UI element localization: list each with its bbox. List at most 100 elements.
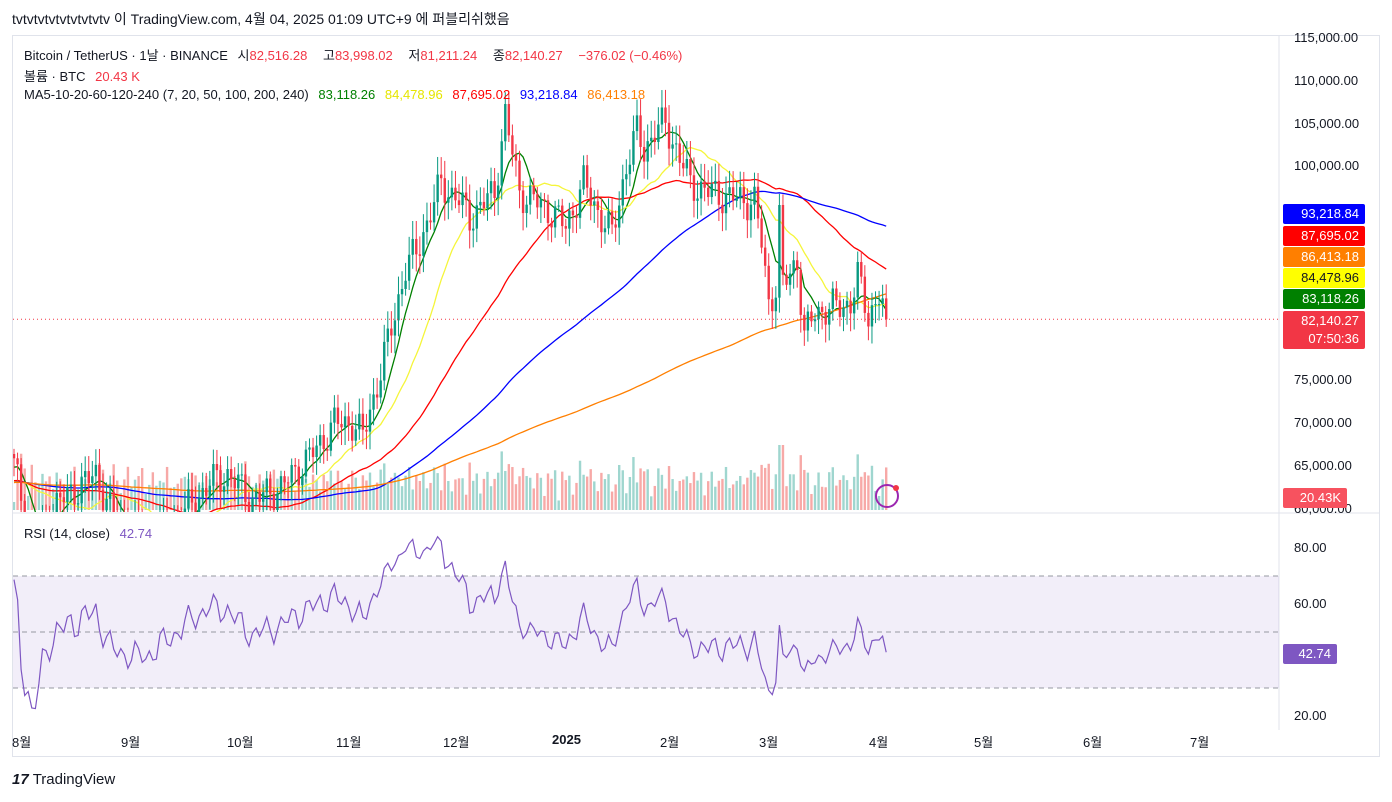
candle-body	[671, 144, 674, 149]
volume-bar	[27, 495, 30, 510]
candle	[222, 473, 226, 505]
candle	[486, 179, 489, 221]
volume-bar	[546, 473, 550, 510]
ma-line-7	[13, 131, 887, 512]
candle	[84, 456, 87, 493]
candle-body	[820, 306, 824, 312]
candle	[521, 181, 525, 231]
candle	[860, 250, 863, 284]
candle-body	[885, 298, 888, 320]
candle-body	[272, 493, 276, 511]
candle	[799, 261, 802, 333]
candle-body	[742, 187, 745, 204]
change-value: −376.02 (−0.46%)	[578, 48, 683, 63]
candle-body	[80, 477, 83, 504]
candle-body	[496, 185, 500, 199]
candle-body	[564, 226, 567, 229]
candle	[589, 176, 592, 221]
candle	[272, 487, 276, 512]
candle	[390, 311, 393, 353]
candle	[343, 402, 347, 446]
candle-body	[343, 416, 347, 428]
candle-body	[714, 180, 717, 184]
volume-bar	[717, 480, 721, 510]
candle-body	[422, 232, 425, 256]
candle-body	[322, 435, 325, 450]
volume-bar	[493, 478, 496, 510]
rsi-value: 42.74	[119, 526, 153, 541]
candle-body	[475, 205, 478, 229]
candle-body	[472, 228, 475, 231]
symbol-title[interactable]: Bitcoin / TetherUS · 1날 · BINANCE	[24, 48, 228, 63]
volume-bar	[735, 480, 738, 510]
rsi-label[interactable]: RSI (14, close)	[24, 526, 110, 541]
volume-bar	[404, 475, 407, 510]
volume-bar	[874, 490, 877, 510]
volume-bar	[361, 475, 365, 510]
volume-bar	[881, 479, 884, 510]
candle	[240, 463, 244, 493]
ma-label[interactable]: MA5-10-20-60-120-240 (7, 20, 50, 100, 20…	[24, 87, 309, 102]
candle-body	[397, 294, 400, 321]
candle-body	[856, 261, 859, 298]
candle	[874, 291, 877, 324]
candle	[632, 115, 635, 172]
tradingview-logo[interactable]: 17 TradingView	[12, 771, 115, 788]
candle-body	[835, 288, 838, 301]
candle	[116, 498, 118, 512]
volume-bar	[614, 484, 617, 510]
tv-logo-icon: 17	[12, 771, 29, 788]
candle	[279, 470, 283, 501]
volume-bar	[578, 460, 582, 510]
candle-body	[386, 328, 389, 342]
volume-bar	[336, 470, 340, 510]
volume-bar	[788, 474, 792, 510]
candle-body	[247, 501, 251, 512]
candle-body	[667, 122, 671, 149]
volume-bar	[543, 495, 546, 510]
volume-bar	[318, 491, 322, 510]
candle-body	[297, 466, 300, 486]
ma-line-100	[13, 190, 887, 501]
candle	[386, 311, 389, 357]
logo-text: TradingView	[32, 771, 116, 788]
volume-bar	[860, 476, 863, 510]
volume-bar	[561, 471, 564, 510]
candle	[767, 253, 770, 315]
candle	[596, 189, 600, 228]
volume-bar	[365, 480, 368, 510]
volume-bar	[386, 483, 389, 510]
volume-label[interactable]: 볼륨 · BTC	[24, 69, 86, 84]
volume-bar	[610, 491, 614, 510]
ma200-badge: 86,413.18	[1283, 247, 1365, 267]
candle	[828, 302, 831, 341]
candle-body	[262, 492, 265, 502]
volume-bar	[443, 463, 446, 510]
candle	[650, 120, 653, 158]
candle-body	[746, 203, 749, 221]
candle	[315, 435, 318, 475]
candle-body	[69, 484, 73, 487]
ma-line-50	[13, 178, 887, 512]
volume-bar	[817, 472, 820, 510]
candle	[728, 170, 731, 208]
candle-body	[425, 220, 429, 233]
candle	[664, 89, 667, 137]
candle	[262, 484, 265, 512]
candle	[529, 177, 532, 215]
candle-body	[400, 288, 404, 295]
candle-body	[454, 187, 457, 201]
lightning-alert-icon	[875, 484, 899, 508]
candle	[19, 458, 23, 512]
candle	[803, 307, 806, 346]
candle-body	[66, 486, 69, 503]
candle-body	[724, 193, 728, 214]
volume-bar	[283, 479, 286, 510]
candle-body	[411, 238, 414, 255]
volume-bar	[44, 481, 48, 510]
candle	[682, 144, 685, 177]
candle-body	[59, 493, 62, 498]
candle	[183, 491, 187, 512]
candle-body	[229, 469, 233, 480]
